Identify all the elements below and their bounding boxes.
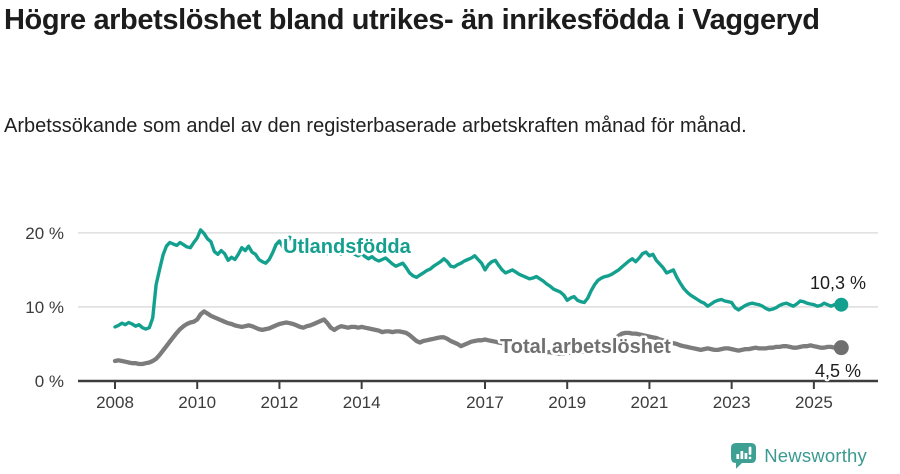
chart-subtitle: Arbetssökande som andel av den registerb… <box>4 115 747 137</box>
x-axis-label: 2008 <box>96 393 134 412</box>
x-axis-label: 2012 <box>261 393 299 412</box>
series-line-utlandsfodda <box>113 228 843 331</box>
x-axis-label: 2025 <box>795 393 833 412</box>
line-chart: 0 % 10 % 20 % 2008 2010 2012 2014 2017 2019 2021 2… <box>25 224 878 412</box>
series-name-label: Total arbetslöshet <box>500 336 671 358</box>
y-axis-label: 0 % <box>35 372 64 391</box>
newsworthy-logo-icon <box>731 443 757 469</box>
series-line-total <box>112 309 844 367</box>
newsworthy-wordmark: Newsworthy <box>764 445 867 466</box>
x-axis-label: 2021 <box>631 393 669 412</box>
x-axis-label: 2010 <box>178 393 216 412</box>
x-axis-label: 2017 <box>466 393 504 412</box>
y-axis-label: 10 % <box>25 298 64 317</box>
series-end-dot <box>833 340 849 356</box>
speech-bubble-shape <box>731 443 757 469</box>
newsworthy-logo: Newsworthy <box>730 441 867 471</box>
series-name-label: Utlandsfödda <box>283 236 412 258</box>
end-value-label: 10,3 % <box>810 273 866 293</box>
x-axis-label: 2014 <box>343 393 381 412</box>
y-axis-label: 20 % <box>25 224 64 243</box>
series-end-dot <box>834 297 849 312</box>
x-axis-label: 2023 <box>713 393 751 412</box>
page-title: Högre arbetslöshet bland utrikes- än inr… <box>4 4 820 36</box>
end-value-label: 4,5 % <box>815 361 861 381</box>
bar-chart-exclamation-icon <box>736 446 752 460</box>
x-axis-label: 2019 <box>548 393 586 412</box>
